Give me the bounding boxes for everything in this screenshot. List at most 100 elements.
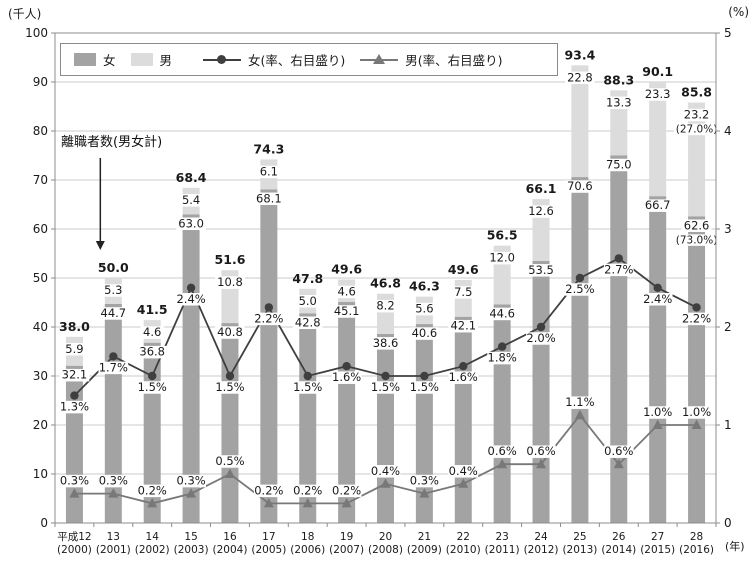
label-bg [370, 381, 401, 394]
female-value-label: 40.6 [412, 326, 438, 340]
female-bar [182, 214, 200, 524]
x-tick-year-label: (2004) [213, 544, 248, 556]
label-bg [292, 316, 323, 330]
left-tick-label: 80 [33, 124, 48, 138]
female-rate-marker [497, 342, 507, 351]
male-rate-marker [186, 488, 197, 498]
label-bg [448, 371, 479, 384]
label-bg [137, 345, 168, 359]
x-tick-era-label: 27 [651, 531, 664, 543]
male-rate-label: 0.3% [99, 474, 128, 488]
x-tick-year-label: (2012) [524, 544, 559, 556]
female-rate-label: 1.7% [99, 360, 128, 374]
label-bg [487, 445, 518, 458]
female-rate-label: 2.7% [604, 262, 633, 276]
label-bg [253, 192, 284, 206]
female-value-label: 45.1 [334, 304, 360, 318]
total-label: 46.8 [370, 276, 401, 291]
label-bg [137, 381, 168, 394]
female-bar [493, 304, 511, 523]
female-value-label: 62.6 [684, 218, 710, 232]
label-bg [98, 474, 129, 488]
label-bg [526, 205, 556, 218]
male-rate-marker [302, 497, 313, 508]
left-tick-label: 40 [33, 320, 48, 334]
label-bg [603, 158, 634, 172]
legend: 女 男 女(率、右目盛り) 男(率、右目盛り) [60, 43, 558, 76]
label-bg [603, 263, 634, 277]
x-tick-era-label: 17 [262, 531, 275, 543]
female-rate-label: 1.5% [215, 380, 244, 394]
label-bg [487, 351, 518, 365]
male-value-label: 23.3 [645, 87, 671, 101]
female-bar [338, 302, 356, 523]
label-bg [526, 264, 556, 277]
total-label: 88.3 [603, 72, 634, 87]
male-rate-label: 0.2% [293, 483, 322, 497]
x-tick-year-label: (2013) [562, 544, 597, 556]
annotation-label: 離職者数(男女計) [61, 135, 163, 150]
total-label: 49.6 [331, 261, 362, 276]
label-bg [412, 302, 437, 316]
label-bg [681, 312, 712, 326]
legend-item-female-rate: 女(率、右目盛り) [203, 50, 345, 69]
right-tick-label: 4 [724, 124, 732, 138]
female-rate-label: 2.4% [643, 292, 672, 306]
label-bg [292, 381, 323, 394]
female-rate-label: 2.5% [565, 282, 594, 296]
right-tick-label: 0 [724, 516, 732, 530]
label-bg [603, 96, 634, 110]
label-bg [642, 293, 673, 306]
female-value-label: 66.7 [645, 198, 671, 212]
male-rate-marker [147, 497, 158, 508]
male-rate-marker [224, 468, 235, 478]
label-bg [448, 465, 479, 478]
female-rate-marker [459, 362, 468, 371]
total-label: 93.4 [564, 47, 595, 62]
total-label: 49.6 [448, 262, 479, 277]
female-bar [299, 313, 317, 523]
female-bar [454, 316, 472, 523]
x-tick-year-label: (2010) [446, 544, 481, 556]
label-bg [140, 326, 164, 339]
left-tick-label: 90 [33, 75, 48, 89]
male-value-label: 22.8 [567, 70, 593, 84]
right-tick-label: 1 [724, 418, 732, 432]
right-tick-label: 5 [724, 26, 732, 40]
male-bar [649, 82, 667, 197]
male-value-label: 23.2 [684, 108, 710, 122]
male-rate-marker [419, 488, 430, 498]
male-value-label: 12.0 [489, 251, 515, 265]
male-bar-swatch [130, 53, 153, 66]
left-tick-label: 20 [33, 418, 48, 432]
label-bg [59, 474, 90, 488]
x-tick-era-label: 20 [379, 531, 392, 543]
label-bg [642, 406, 673, 419]
total-label: 56.5 [487, 228, 518, 243]
left-tick-label: 70 [33, 173, 48, 187]
legend-item-female-bar: 女 [74, 50, 116, 69]
x-tick-era-label: 21 [418, 531, 431, 543]
x-tick-year-label: (2005) [251, 544, 286, 556]
female-value-label: 42.1 [450, 319, 476, 333]
x-tick-year-label: (2016) [679, 544, 714, 556]
male-rate-label: 0.4% [371, 464, 400, 478]
x-tick-era-label: 15 [184, 531, 197, 543]
label-bg [253, 484, 284, 498]
label-bg [62, 343, 87, 356]
x-tick-era-label: 16 [223, 531, 237, 543]
label-bg [565, 180, 595, 193]
x-tick-era-label: 18 [301, 531, 314, 543]
label-bg [487, 251, 518, 265]
label-bg [681, 219, 712, 232]
male-rate-marker [108, 488, 119, 498]
female-rate-marker [692, 303, 701, 312]
female-rate-marker [381, 371, 390, 381]
male-rate-label: 0.6% [604, 444, 633, 458]
total-label: 74.3 [253, 141, 284, 156]
label-bg [642, 199, 673, 212]
total-label: 50.0 [98, 260, 129, 275]
x-tick-year-label: (2015) [640, 544, 675, 556]
total-label: 46.3 [409, 279, 440, 294]
female-rate-marker [420, 371, 429, 381]
